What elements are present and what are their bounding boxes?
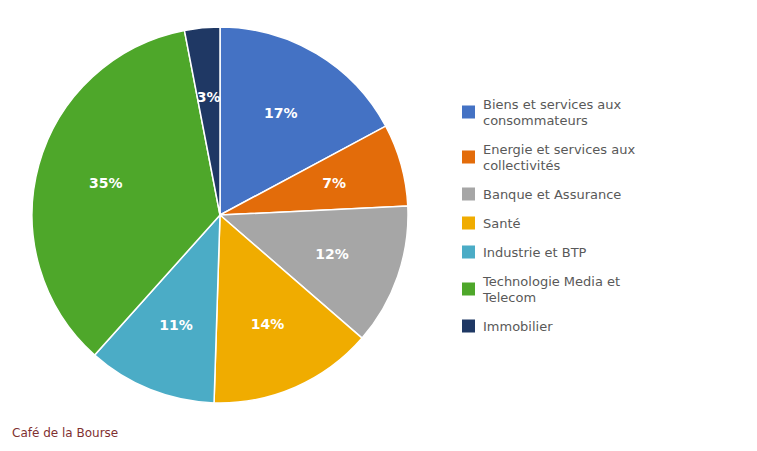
legend-swatch [462, 106, 475, 119]
legend-label-line: consommateurs [483, 113, 588, 128]
legend-swatch [462, 283, 475, 296]
chart-container: 17% 7% 12% 14% 11% 35% 3% Biens et services aux… [0, 0, 757, 451]
legend-label: Technologie Media etTelecom [482, 274, 620, 305]
legend-label-line: Industrie et BTP [483, 245, 587, 260]
legend-label: Biens et services auxconsommateurs [483, 97, 622, 128]
legend-label-line: Energie et services aux [483, 142, 635, 157]
slices [32, 27, 408, 403]
legend-label: Banque et Assurance [483, 187, 621, 202]
legend-swatch [462, 217, 475, 230]
pie-slice [214, 215, 362, 403]
data-label: 17% [264, 105, 298, 121]
page: {"chart_data": {"type": "pie", "categori… [0, 0, 757, 451]
legend-swatch [462, 151, 475, 164]
legend-label: Industrie et BTP [483, 245, 587, 260]
pie-slice [184, 27, 220, 215]
legend-swatch [462, 320, 475, 333]
legend-label-line: Immobilier [483, 319, 553, 334]
legend-label-line: Technologie Media et [482, 274, 620, 289]
legend-label-line: collectivités [483, 158, 561, 173]
pie-slice [32, 30, 220, 355]
legend-label-line: Telecom [482, 290, 536, 305]
chart-svg: 17% 7% 12% 14% 11% 35% 3% Biens et services aux… [0, 0, 757, 451]
legend-label: Immobilier [483, 319, 553, 334]
legend-label: Energie et services auxcollectivités [483, 142, 635, 173]
legend-label-line: Biens et services aux [483, 97, 622, 112]
annotation: Café de la Bourse [12, 426, 118, 440]
legend-label-line: Santé [483, 216, 521, 231]
legend-label-line: Banque et Assurance [483, 187, 621, 202]
data-label: 12% [315, 246, 349, 262]
legend: Biens et services auxconsommateurs Energi… [462, 97, 635, 334]
legend-swatch [462, 188, 475, 201]
pie-slice [220, 126, 408, 215]
data-labels: 17% 7% 12% 14% 11% 35% 3% [89, 89, 349, 333]
legend-label: Santé [483, 216, 521, 231]
data-label: 35% [89, 175, 123, 191]
data-label: 14% [251, 316, 285, 332]
data-label: 7% [322, 175, 346, 191]
legend-swatch [462, 246, 475, 259]
data-label: 3% [197, 89, 221, 105]
data-label: 11% [159, 317, 193, 333]
